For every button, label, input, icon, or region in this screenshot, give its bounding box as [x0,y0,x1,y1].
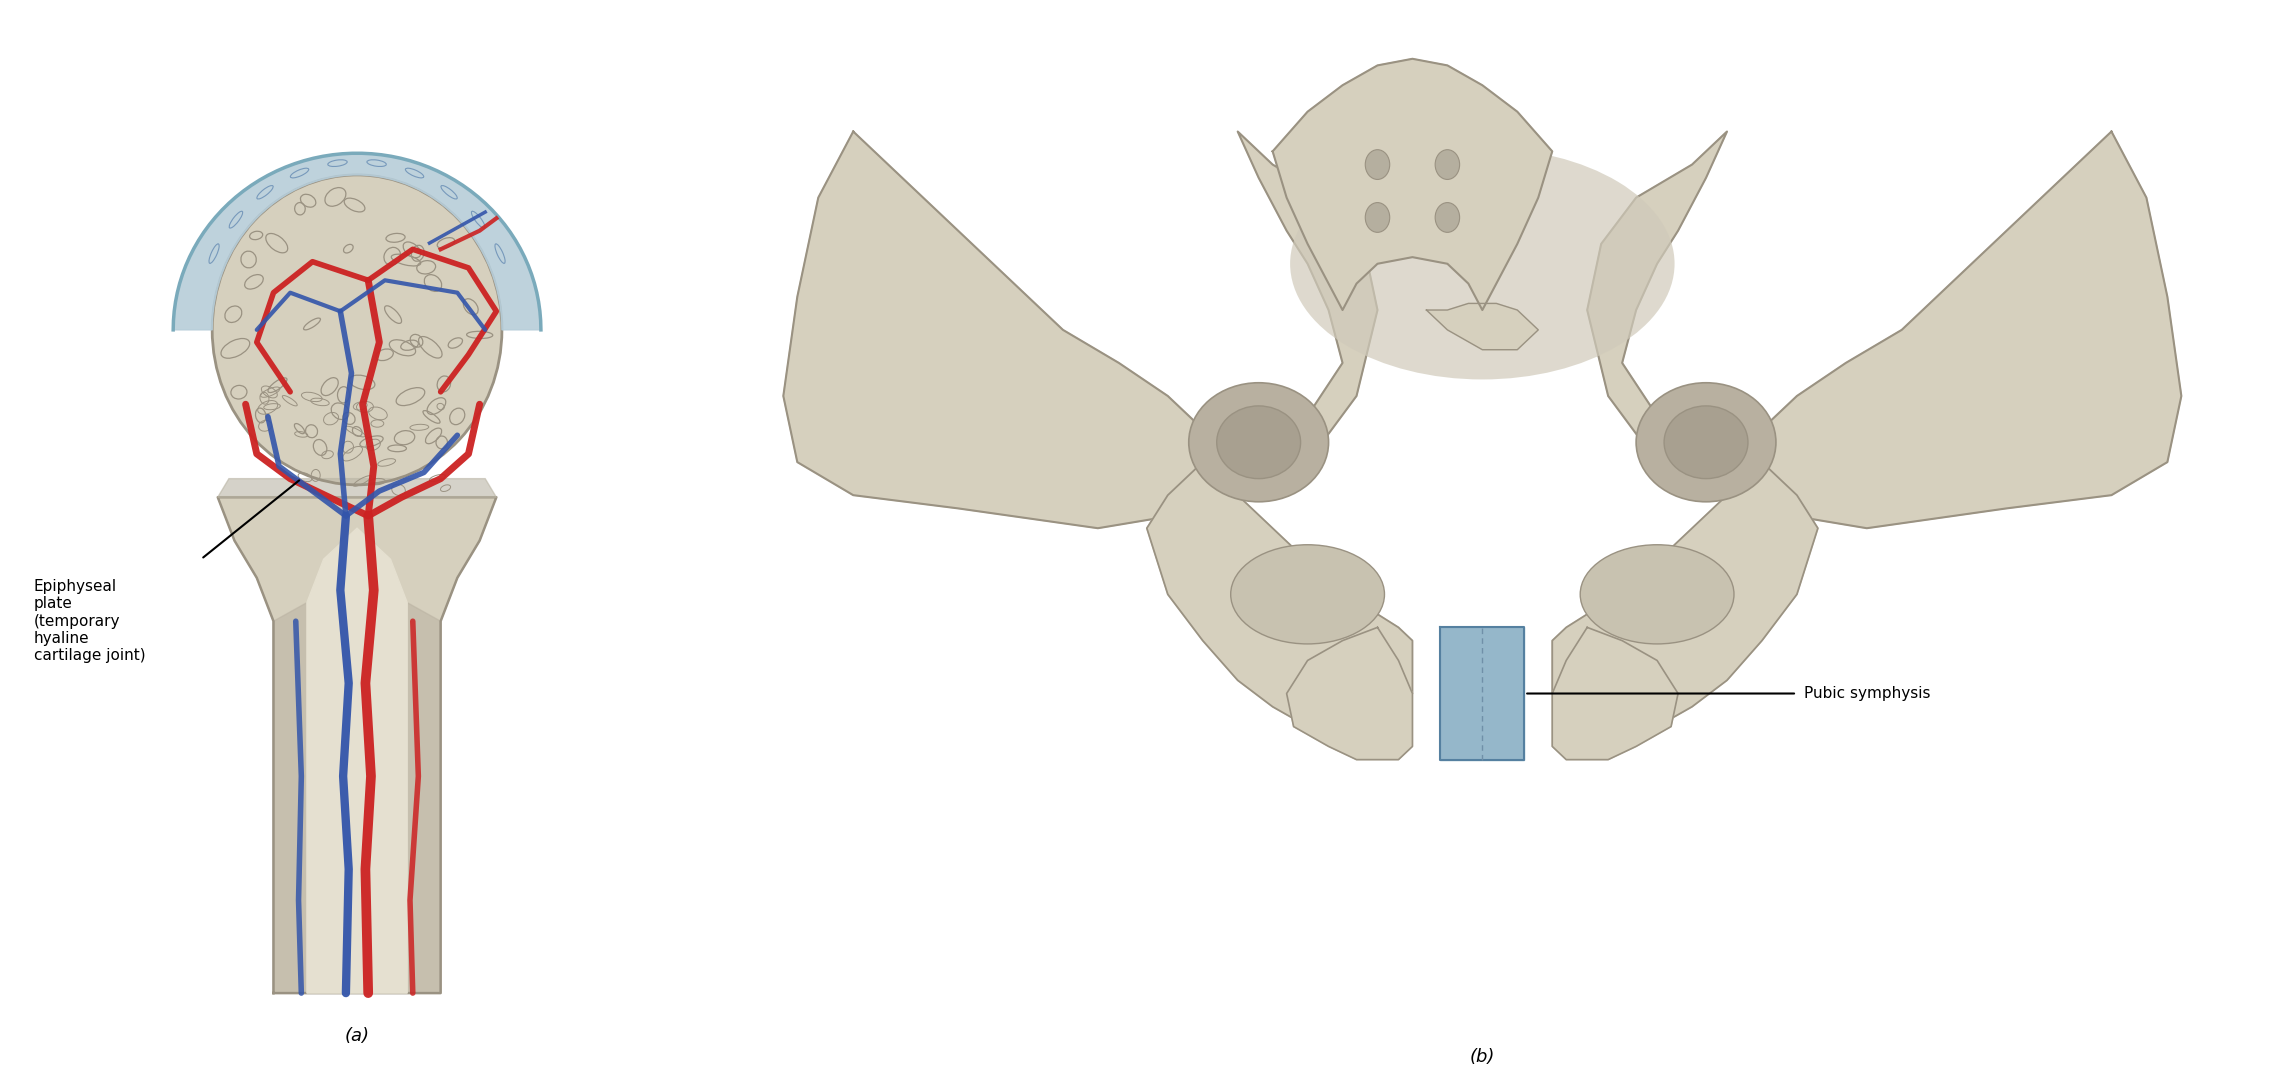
Polygon shape [307,528,407,993]
Ellipse shape [1435,203,1460,233]
Text: (b): (b) [1469,1048,1494,1066]
Ellipse shape [1435,150,1460,179]
Polygon shape [1553,627,1678,760]
Polygon shape [1439,627,1524,760]
Polygon shape [1146,462,1412,746]
Polygon shape [1287,627,1412,760]
Ellipse shape [1217,406,1301,479]
Ellipse shape [1665,406,1749,479]
Ellipse shape [1189,383,1328,501]
Ellipse shape [211,175,503,485]
Polygon shape [1273,59,1553,310]
Text: Epiphyseal
plate
(temporary
hyaline
cartilage joint): Epiphyseal plate (temporary hyaline cart… [34,579,146,663]
Polygon shape [1587,132,2181,528]
Ellipse shape [1289,148,1674,379]
Text: Pubic symphysis: Pubic symphysis [1803,686,1931,701]
Polygon shape [218,497,496,993]
Polygon shape [782,132,1378,528]
Polygon shape [218,479,496,497]
Polygon shape [1426,303,1537,349]
Polygon shape [273,603,307,993]
Polygon shape [407,603,441,993]
Ellipse shape [1364,150,1389,179]
Text: (a): (a) [346,1027,371,1046]
Polygon shape [173,153,541,330]
Ellipse shape [1580,544,1735,644]
Ellipse shape [1635,383,1776,501]
Ellipse shape [1230,544,1385,644]
Ellipse shape [1364,203,1389,233]
Polygon shape [1553,462,1817,746]
